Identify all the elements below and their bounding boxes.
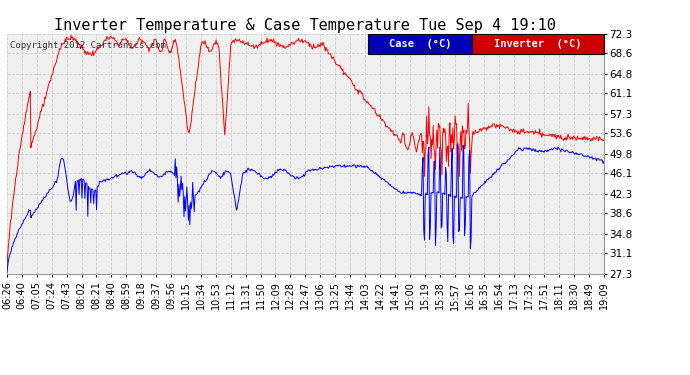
Text: Case  (°C): Case (°C)	[389, 39, 451, 49]
Text: Copyright 2012 Cartronics.com: Copyright 2012 Cartronics.com	[10, 41, 166, 50]
FancyBboxPatch shape	[368, 34, 473, 54]
Title: Inverter Temperature & Case Temperature Tue Sep 4 19:10: Inverter Temperature & Case Temperature …	[55, 18, 556, 33]
Text: Inverter  (°C): Inverter (°C)	[494, 39, 582, 49]
FancyBboxPatch shape	[473, 34, 604, 54]
